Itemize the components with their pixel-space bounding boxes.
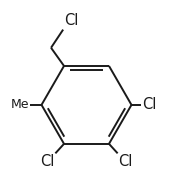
Text: Cl: Cl — [40, 154, 54, 169]
Text: Cl: Cl — [119, 154, 133, 169]
Text: Me: Me — [11, 98, 29, 111]
Text: Cl: Cl — [64, 13, 78, 28]
Text: Cl: Cl — [142, 97, 156, 112]
